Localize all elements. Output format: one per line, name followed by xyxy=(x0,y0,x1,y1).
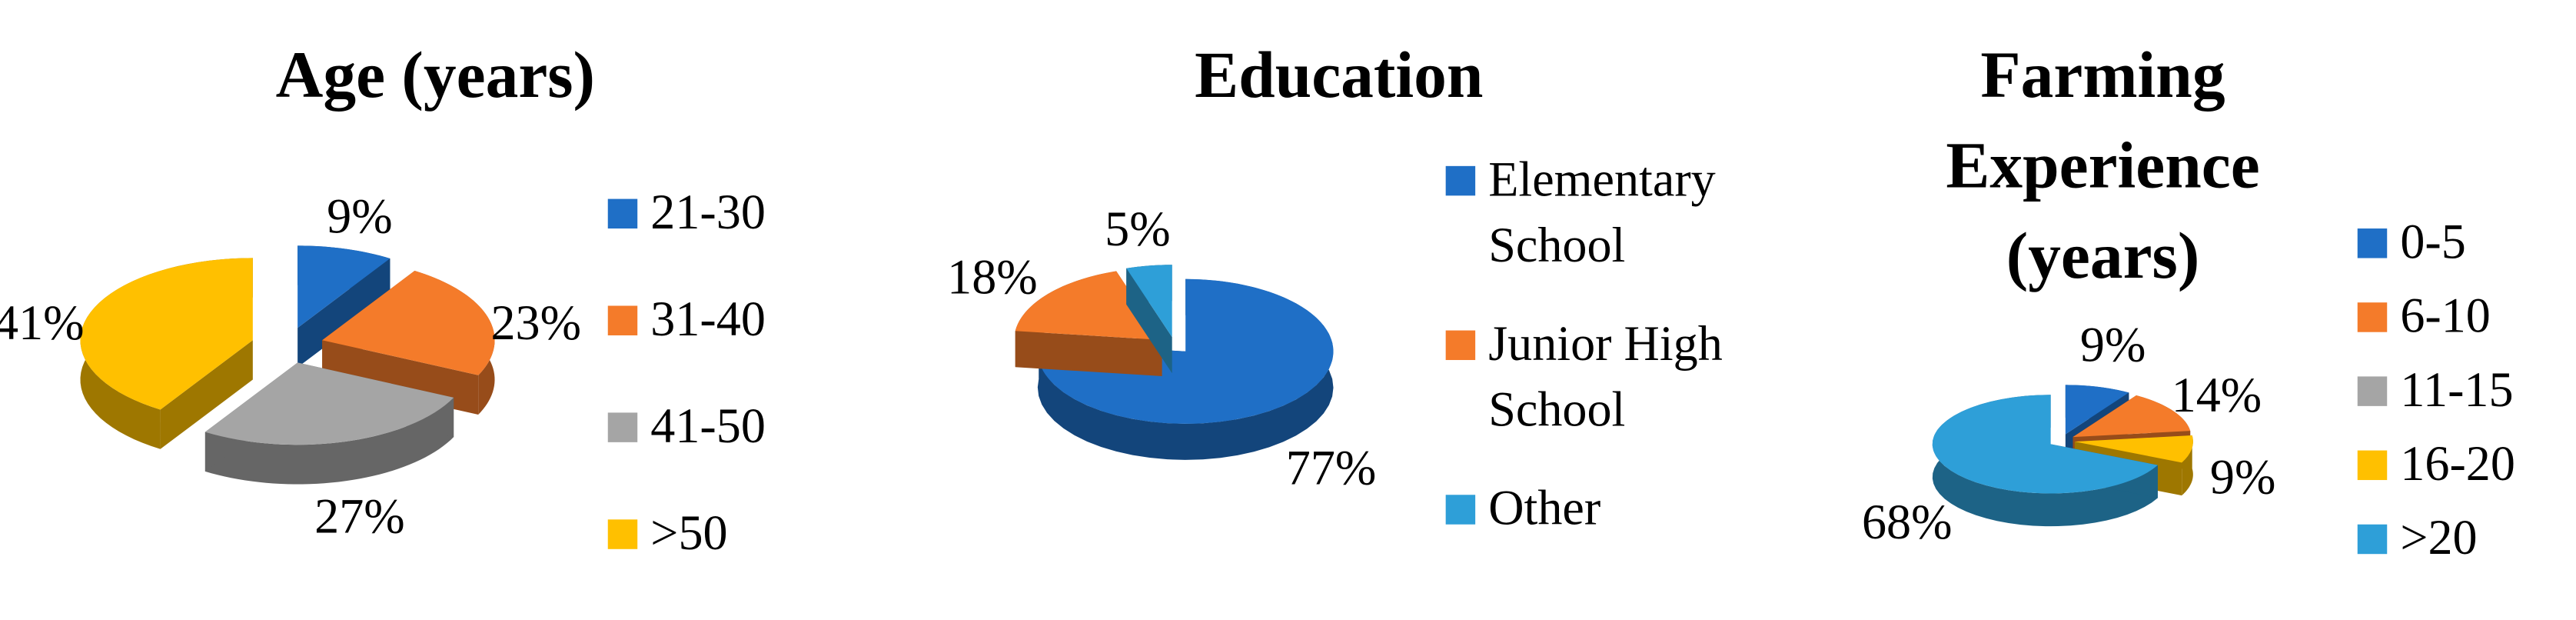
slice-top xyxy=(1932,395,2158,494)
data-label: 77% xyxy=(1286,441,1377,495)
legend-swatch xyxy=(1445,495,1476,525)
slice-top xyxy=(1037,278,1334,424)
data-label: 9% xyxy=(2080,318,2146,372)
slice-side xyxy=(204,397,454,485)
legend-swatch xyxy=(607,305,638,335)
legend-swatch xyxy=(1445,330,1476,361)
legend-item: 41-50 xyxy=(607,395,855,460)
slice-top xyxy=(2065,385,2129,435)
legend-item: 11-15 xyxy=(2357,358,2576,424)
pie-slice xyxy=(204,362,454,485)
slice-top xyxy=(1126,265,1172,338)
legend-label: >50 xyxy=(650,506,728,561)
legend-item: 6-10 xyxy=(2357,285,2576,350)
pie-slice xyxy=(297,245,391,368)
pie-slice xyxy=(80,258,253,449)
legend-item: 31-40 xyxy=(607,288,855,353)
data-label: 14% xyxy=(2172,368,2262,422)
legend-item: Junior High School xyxy=(1445,312,1758,444)
legend-label: 11-15 xyxy=(2400,363,2514,418)
chart-title: Education xyxy=(1195,38,1484,112)
data-label: 23% xyxy=(490,295,581,350)
legend-label: >20 xyxy=(2400,511,2478,566)
legend-label: 0-5 xyxy=(2400,215,2466,270)
chart-title: Farming Experience (years) xyxy=(1946,38,2260,293)
legend-label: 21-30 xyxy=(650,185,766,241)
legend-label: Elementary School xyxy=(1488,152,1716,273)
data-label: 18% xyxy=(947,250,1038,305)
pie-slice xyxy=(1126,265,1172,374)
data-label: 41% xyxy=(0,295,85,350)
legend-label: 16-20 xyxy=(2400,437,2515,492)
slice-wall xyxy=(297,258,391,368)
legend-item: 21-30 xyxy=(607,181,855,246)
data-label: 9% xyxy=(2210,449,2275,504)
legend-item: 16-20 xyxy=(2357,432,2576,498)
legend-swatch xyxy=(2357,524,2388,555)
slice-top xyxy=(1015,271,1162,340)
chart-title: Age (years) xyxy=(275,38,596,112)
slice-top xyxy=(297,245,391,328)
legend-label: Junior High School xyxy=(1488,317,1723,438)
legend-item: Elementary School xyxy=(1445,148,1758,279)
legend-swatch xyxy=(2357,450,2388,481)
slice-wall xyxy=(160,340,253,449)
slice-wall xyxy=(1126,268,1172,374)
pie-slice xyxy=(1932,395,2158,527)
slice-top xyxy=(2072,395,2191,438)
legend-swatch xyxy=(1445,165,1476,196)
slice-top xyxy=(322,271,495,375)
data-label: 5% xyxy=(1105,202,1170,256)
slice-top xyxy=(80,258,253,410)
legend-label: 41-50 xyxy=(650,399,766,454)
legend-item: >50 xyxy=(607,502,855,567)
legend-swatch xyxy=(2357,302,2388,332)
legend-swatch xyxy=(2357,376,2388,406)
legend-label: Other xyxy=(1488,482,1601,536)
slice-wall xyxy=(1015,331,1162,377)
data-label: 9% xyxy=(327,189,392,244)
legend-swatch xyxy=(2357,228,2388,258)
legend-item: 0-5 xyxy=(2357,211,2576,276)
legend-swatch xyxy=(607,412,638,442)
legend-label: 31-40 xyxy=(650,292,766,347)
legend-item: Other xyxy=(1445,477,1758,542)
data-label: 27% xyxy=(314,489,405,544)
legend-swatch xyxy=(607,198,638,229)
legend-item: >20 xyxy=(2357,506,2576,572)
legend-label: 6-10 xyxy=(2400,289,2491,344)
slice-top xyxy=(204,362,454,445)
data-label: 68% xyxy=(1862,495,1953,549)
slice-top xyxy=(2074,435,2193,463)
legend-swatch xyxy=(607,519,638,549)
